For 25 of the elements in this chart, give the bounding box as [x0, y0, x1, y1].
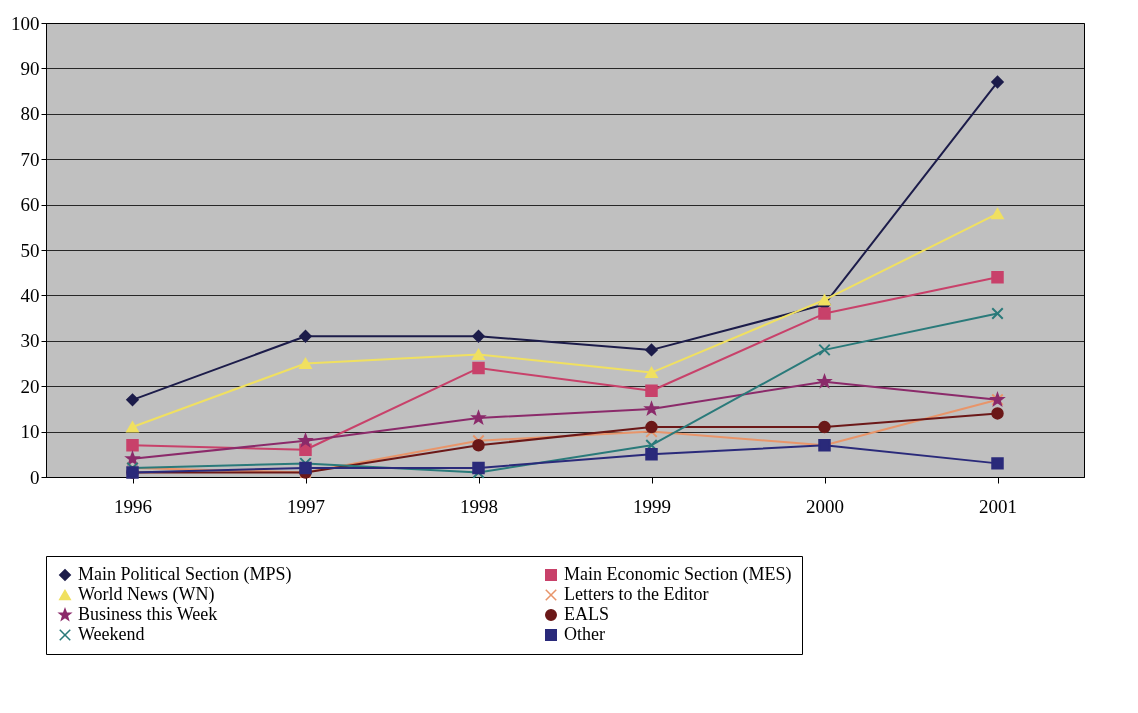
x-tick-label: 1998 — [460, 495, 498, 517]
x-tick-label: 2000 — [806, 495, 844, 517]
y-tick-label: 30 — [20, 330, 40, 352]
legend-label: Other — [564, 624, 605, 644]
y-tick-label: 50 — [20, 239, 40, 261]
y-tick-label: 10 — [20, 421, 40, 443]
x-tick-label: 2001 — [979, 495, 1017, 517]
y-tick-label: 100 — [11, 12, 40, 34]
legend-label: World News (WN) — [78, 584, 215, 605]
y-tick-label: 70 — [20, 148, 40, 170]
y-tick-label: 40 — [20, 284, 40, 306]
x-tick-label: 1999 — [633, 495, 671, 517]
y-tick-label: 60 — [20, 194, 40, 216]
y-tick-label: 80 — [20, 103, 40, 125]
legend-label: Main Economic Section (MES) — [564, 564, 792, 585]
legend-label: EALS — [564, 604, 609, 624]
y-tick-label: 20 — [20, 375, 40, 397]
legend-label: Letters to the Editor — [564, 584, 709, 604]
x-tick-label: 1997 — [287, 495, 325, 517]
y-tick-label: 90 — [20, 57, 40, 79]
legend-label: Business this Week — [78, 604, 218, 624]
x-tick-label: 1996 — [114, 495, 152, 517]
legend-label: Main Political Section (MPS) — [78, 564, 292, 585]
legend-label: Weekend — [78, 624, 145, 644]
y-tick-label: 0 — [30, 466, 40, 488]
